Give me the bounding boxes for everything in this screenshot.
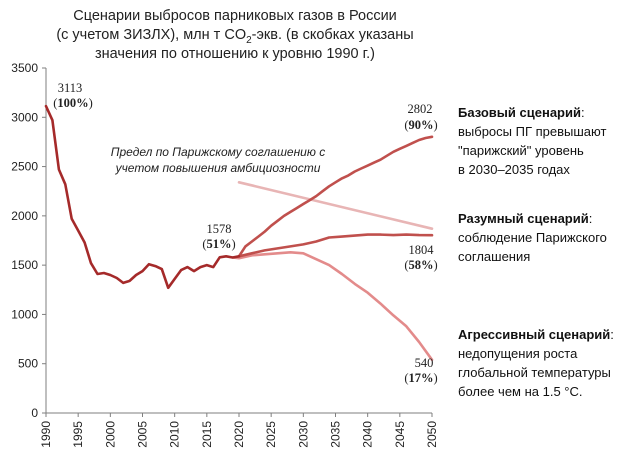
x-tick-label: 2045 bbox=[393, 421, 407, 448]
series-line-historical bbox=[44, 104, 241, 290]
legend-aggressive-desc-3: более чем на 1.5 °C. bbox=[458, 384, 583, 399]
paris-note: Предел по Парижскому соглашению с учетом… bbox=[111, 145, 325, 175]
annotation-aggressive-value: 540 bbox=[415, 356, 434, 370]
paris-note-line-1: Предел по Парижскому соглашению с bbox=[111, 145, 325, 159]
x-tick-label: 1995 bbox=[71, 421, 85, 448]
y-tick-label: 2500 bbox=[11, 160, 38, 174]
annotation-aggressive: 540 (17%) bbox=[404, 356, 437, 385]
title-line-2-text: (с учетом ЗИЗЛХ), млн т CO bbox=[56, 27, 246, 43]
annotation-2019: 1578 (51%) bbox=[202, 222, 235, 251]
legend-aggressive-desc-2: глобальной температуры bbox=[458, 365, 611, 380]
annotation-base-pct: (90%) bbox=[404, 118, 437, 132]
legend-base-desc-3: в 2030–2035 годах bbox=[458, 162, 570, 177]
legend-reasonable: Разумный сценарий: соблюдение Парижского… bbox=[458, 211, 607, 264]
series-line-aggressive bbox=[231, 251, 434, 362]
title-subscript: 2 bbox=[246, 35, 252, 46]
y-tick-label: 3000 bbox=[11, 110, 38, 124]
series-line-reasonable bbox=[237, 233, 434, 258]
x-tick-label: 2040 bbox=[361, 421, 375, 448]
annotation-reasonable: 1804 (58%) bbox=[404, 243, 437, 272]
annotation-1990-value: 3113 bbox=[58, 81, 83, 95]
title-line-2: (с учетом ЗИЗЛХ), млн т CO2-экв. (в скоб… bbox=[56, 27, 413, 46]
legend: Базовый сценарий: выбросы ПГ превышают "… bbox=[458, 105, 614, 399]
x-tick-label: 2050 bbox=[425, 421, 439, 448]
x-tick-label: 2020 bbox=[232, 421, 246, 448]
chart-title: Сценарии выбросов парниковых газов в Рос… bbox=[56, 8, 413, 62]
y-tick-label: 0 bbox=[31, 406, 38, 420]
y-tick-label: 1000 bbox=[11, 307, 38, 321]
legend-base-title-text: Базовый сценарий bbox=[458, 105, 581, 120]
paris-note-line-2: учетом повышения амбициозности bbox=[115, 161, 321, 175]
x-tick-label: 2010 bbox=[168, 421, 182, 448]
series-lines bbox=[44, 104, 434, 362]
legend-reasonable-title-text: Разумный сценарий bbox=[458, 211, 589, 226]
legend-base-title: Базовый сценарий: bbox=[458, 105, 585, 120]
title-line-3: значения по отношению к уровню 1990 г.) bbox=[95, 46, 375, 62]
x-tick-label: 2005 bbox=[136, 421, 150, 448]
x-tick-label: 2025 bbox=[264, 421, 278, 448]
annotation-base: 2802 (90%) bbox=[404, 102, 437, 132]
annotation-2019-pct-value: 51% bbox=[207, 237, 232, 251]
x-tick-label: 2000 bbox=[103, 421, 117, 448]
annotation-base-pct-value: 90% bbox=[409, 118, 434, 132]
annotation-base-value: 2802 bbox=[408, 102, 433, 116]
legend-base-desc-2: "парижский" уровень bbox=[458, 143, 584, 158]
axes: 0 500 1000 1500 2000 2500 3000 3500 1990 1995 2000… bbox=[11, 61, 439, 448]
paris-limit-line bbox=[237, 181, 434, 230]
legend-reasonable-colon: : bbox=[589, 211, 593, 226]
series-line-paris_limit bbox=[237, 181, 434, 230]
annotation-2019-pct: (51%) bbox=[202, 237, 235, 251]
legend-aggressive-title-text: Агрессивный сценарий bbox=[458, 327, 610, 342]
title-line-1: Сценарии выбросов парниковых газов в Рос… bbox=[73, 8, 397, 24]
y-tick-label: 2000 bbox=[11, 209, 38, 223]
annotation-reasonable-pct: (58%) bbox=[404, 258, 437, 272]
x-tick-label: 2035 bbox=[329, 421, 343, 448]
x-tick-label: 2015 bbox=[200, 421, 214, 448]
annotation-1990: 3113 (100%) bbox=[53, 81, 93, 110]
annotation-1990-pct: (100%) bbox=[53, 96, 93, 110]
x-tick-label: 2030 bbox=[296, 421, 310, 448]
legend-reasonable-desc-1: соблюдение Парижского bbox=[458, 230, 607, 245]
legend-aggressive-desc-1: недопущения роста bbox=[458, 346, 578, 361]
annotation-2019-value: 1578 bbox=[207, 222, 232, 236]
legend-aggressive-colon: : bbox=[610, 327, 614, 342]
legend-base-colon: : bbox=[581, 105, 585, 120]
annotation-reasonable-value: 1804 bbox=[409, 243, 435, 257]
annotation-reasonable-pct-value: 58% bbox=[409, 258, 434, 272]
legend-reasonable-desc-2: соглашения bbox=[458, 249, 530, 264]
legend-base: Базовый сценарий: выбросы ПГ превышают "… bbox=[458, 105, 606, 177]
y-tick-label: 3500 bbox=[11, 61, 38, 75]
legend-reasonable-title: Разумный сценарий: bbox=[458, 211, 592, 226]
y-tick-label: 1500 bbox=[11, 258, 38, 272]
legend-aggressive-title: Агрессивный сценарий: bbox=[458, 327, 614, 342]
title-line-2-tail: -экв. (в скобках указаны bbox=[252, 27, 414, 43]
legend-base-desc-1: выбросы ПГ превышают bbox=[458, 124, 606, 139]
annotation-1990-pct-value: 100% bbox=[57, 96, 88, 110]
series-line-base bbox=[237, 135, 434, 258]
x-tick-label: 1990 bbox=[39, 421, 53, 448]
legend-aggressive: Агрессивный сценарий: недопущения роста … bbox=[458, 327, 614, 399]
annotation-aggressive-pct: (17%) bbox=[404, 371, 437, 385]
annotation-aggressive-pct-value: 17% bbox=[409, 371, 434, 385]
y-tick-label: 500 bbox=[18, 357, 38, 371]
